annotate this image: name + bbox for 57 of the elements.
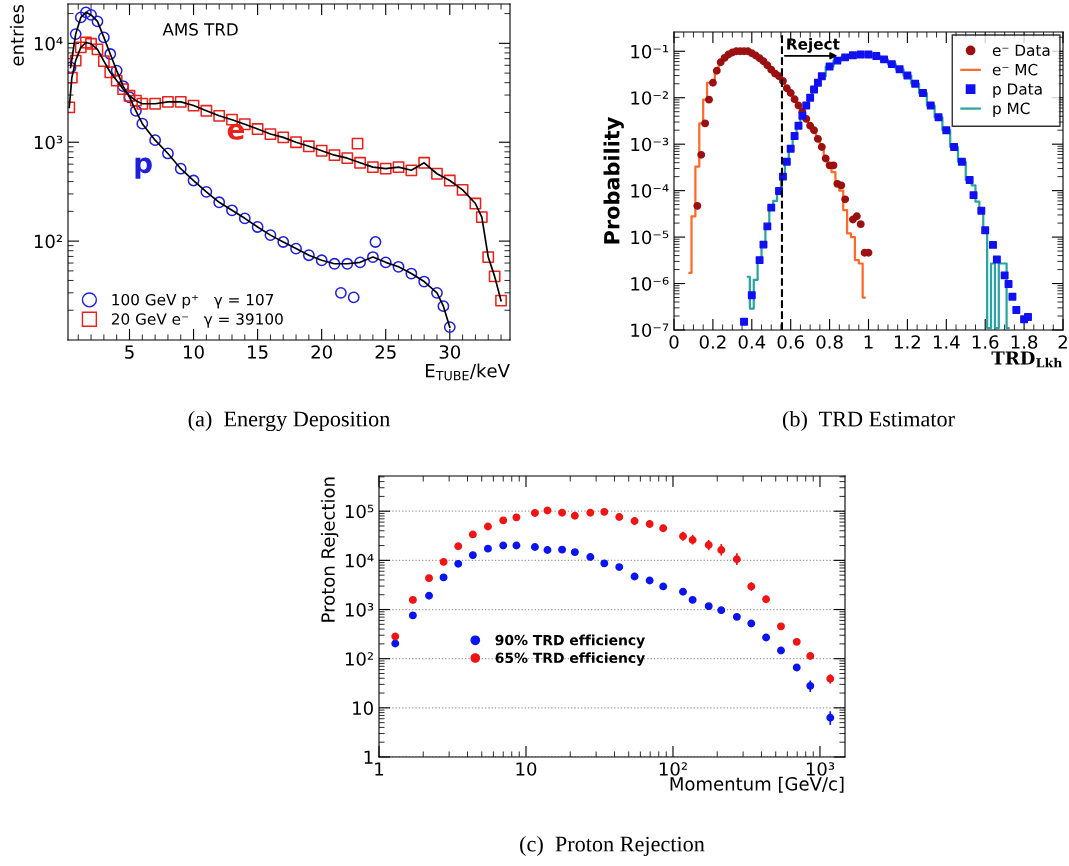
text: (a) Energy Deposition: [188, 410, 390, 432]
x-tick-label: 10³: [806, 762, 835, 776]
legend-label: 65% TRD efficiency: [495, 652, 645, 666]
y-tick-label: 10⁻⁶: [631, 277, 669, 291]
y-tick-label: 10⁻³: [631, 137, 669, 152]
annotation: p: [135, 157, 152, 179]
x-axis-title: E$_{TUBE}$/keV: [426, 363, 510, 381]
x-tick-label: 1: [864, 335, 873, 349]
y-tick-label: 10⁵: [345, 504, 374, 519]
legend-label: e⁻ MC: [992, 63, 1038, 76]
x-tick-label: 10: [516, 762, 537, 776]
y-tick-label: 10: [353, 701, 373, 715]
x-tick-label: 25: [375, 345, 396, 359]
ref-line-label: Reject: [787, 37, 840, 53]
x-tick-label: 5: [125, 345, 134, 359]
y-axis-title: entries: [9, 4, 24, 66]
x-tick-label: 0.6: [777, 335, 804, 349]
y-tick-label: 10⁻⁴: [631, 184, 669, 198]
text: (c) Proton Rejection: [520, 835, 705, 857]
legend-label: 90% TRD efficiency: [495, 634, 645, 649]
x-tick-label: 1.4: [933, 335, 960, 349]
x-tick-label: 0: [669, 335, 679, 349]
x-tick-label: 0.8: [816, 335, 843, 349]
x-tick-label: 0.4: [738, 335, 766, 349]
legend-label: 20 GeV e⁻ γ = 39100: [111, 313, 283, 328]
x-axis-title: Momentum [GeV/c]: [670, 776, 844, 793]
y-axis-title: Probability: [603, 117, 624, 244]
x-tick-label: 2: [1058, 335, 1067, 349]
y-tick-label: 10³: [345, 602, 374, 617]
x-tick-label: 10²: [659, 762, 687, 776]
legend-label: p Data: [993, 83, 1042, 98]
legend-label: e⁻ Data: [992, 44, 1050, 57]
y-tick-label: 10⁻¹: [631, 44, 669, 59]
x-tick-label: 20: [311, 345, 332, 359]
y-tick-label: 10²: [345, 652, 373, 666]
text: AMS TRD: [162, 23, 238, 36]
y-tick-label: 10⁻⁵: [631, 230, 669, 245]
x-tick-label: 1.2: [895, 335, 920, 349]
y-tick-label: 10²: [34, 234, 62, 249]
y-tick-label: 10⁻⁷: [631, 323, 669, 338]
y-tick-label: 10⁴: [345, 553, 374, 568]
y-tick-label: 10⁴: [34, 36, 63, 51]
x-tick-label: 10: [184, 345, 204, 359]
x-tick-label: 0.2: [699, 335, 726, 349]
x-tick-label: 1: [375, 762, 384, 776]
x-tick-label: 1.6: [972, 335, 999, 349]
legend-label: 100 GeV p⁺ γ = 107: [112, 293, 274, 309]
x-tick-label: 1.8: [1011, 335, 1038, 349]
x-axis-title: TRD$_{Lkh}$: [991, 351, 1063, 368]
text: (b) TRD Estimator: [782, 410, 955, 432]
y-tick-label: 10⁻²: [631, 91, 668, 105]
y-tick-label: 10³: [34, 135, 63, 150]
y-axis-title: Proton Rejection: [320, 477, 339, 622]
y-tick-label: 1: [364, 750, 373, 764]
x-tick-label: 15: [248, 345, 268, 359]
legend-label: p MC: [993, 102, 1030, 118]
x-tick-label: 30: [439, 345, 461, 359]
